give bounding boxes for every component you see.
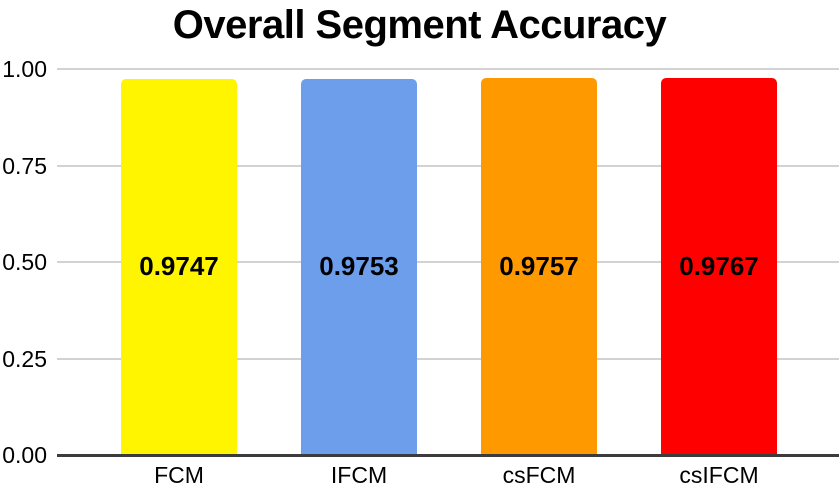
bar-csIFCM: 0.9767	[661, 78, 777, 455]
y-tick-label: 1.00	[2, 56, 47, 82]
gridline	[57, 164, 839, 167]
bar-FCM: 0.9747	[121, 78, 237, 455]
bar-IFCM: 0.9753	[301, 78, 417, 455]
bar-value-label: 0.9747	[139, 251, 219, 282]
y-tick-label: 0.75	[2, 152, 47, 179]
chart-title: Overall Segment Accuracy	[172, 3, 667, 47]
x-axis-line	[57, 454, 839, 457]
x-tick-label: FCM	[154, 462, 204, 488]
gridline	[57, 68, 839, 70]
bar-value-label: 0.9767	[679, 251, 759, 281]
gridline	[57, 357, 839, 360]
y-tick-label: 0.25	[2, 345, 47, 372]
x-tick-label: IFCM	[330, 462, 388, 488]
bar-value-label: 0.9753	[319, 251, 399, 282]
y-tick-label: 0.00	[2, 442, 47, 468]
x-tick-label: csIFCM	[679, 462, 759, 488]
bar-csFCM: 0.9757	[481, 78, 597, 455]
gridline	[57, 261, 839, 263]
plot-area: 0.9747 0.9753 0.9757 0.9767	[57, 68, 839, 455]
bar-value-label: 0.9757	[499, 251, 579, 282]
x-tick-label: csFCM	[502, 462, 576, 488]
y-tick-label: 0.50	[2, 249, 47, 275]
